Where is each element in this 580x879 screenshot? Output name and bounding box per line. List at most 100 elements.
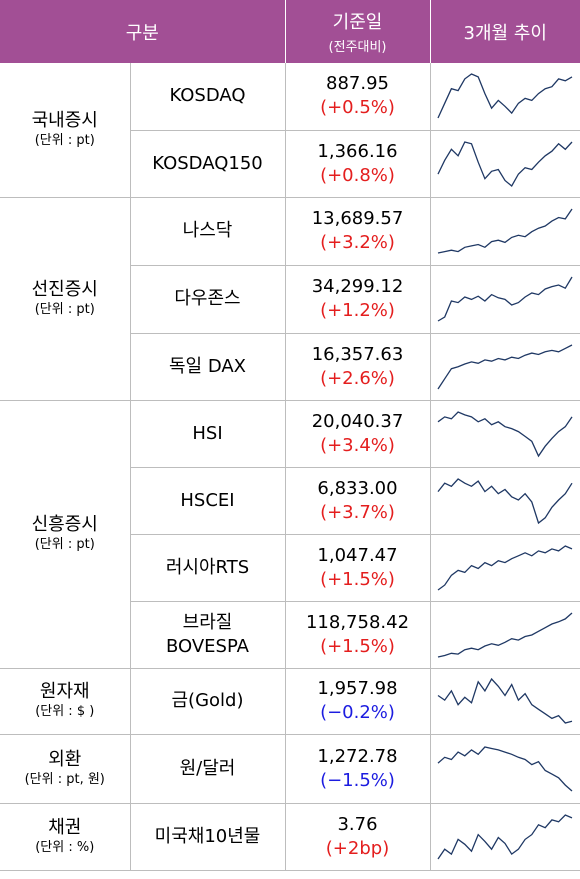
trend-line (437, 544, 573, 591)
index-name-cell: 금(Gold) (129, 668, 286, 735)
trend-sparkline (438, 208, 573, 254)
index-value: 1,957.98 (317, 678, 398, 699)
index-name-cell: HSI (129, 400, 286, 468)
header-base-date-label: 기준일 (332, 12, 383, 33)
header-base-date: 기준일 (전주대비) (285, 0, 431, 63)
trend-sparkline (438, 612, 573, 658)
value-cell: 34,299.12 (+1.2%) (285, 265, 431, 334)
trend-sparkline (437, 544, 573, 591)
trend-cell (430, 734, 580, 804)
index-value: 6,833.00 (317, 477, 398, 499)
index-name: 미국채10년물 (154, 825, 261, 847)
weekly-change: (−0.2%) (320, 702, 395, 723)
trend-cell (430, 63, 580, 131)
trend-line (437, 140, 573, 187)
value-cell: 1,366.16 (+0.8%) (285, 130, 431, 198)
trend-cell (430, 467, 580, 535)
table-row: 원자재 (단위 : $ ) 금(Gold) 1,957.98 (−0.2%) (0, 668, 580, 735)
weekly-change: (+2bp) (325, 837, 390, 859)
trend-sparkline (437, 73, 573, 119)
table-row: 러시아RTS 1,047.47 (+1.5%) (0, 534, 580, 602)
table-row: 다우존스 34,299.12 (+1.2%) (0, 265, 580, 334)
value-cell: 13,689.57 (+3.2%) (285, 197, 431, 266)
value-cell: 16,357.63 (+2.6%) (285, 333, 431, 401)
value-cell: 20,040.37 (+3.4%) (285, 400, 431, 468)
header-row: 구분 기준일 (전주대비) 3개월 추이 (0, 0, 580, 63)
trend-sparkline (437, 140, 573, 187)
index-name-cell: 다우존스 (129, 265, 286, 334)
index-name: HSCEI (180, 489, 235, 511)
trend-line (437, 276, 573, 322)
trend-cell (430, 265, 580, 334)
index-value: 20,040.37 (311, 410, 404, 432)
weekly-change: (+1.2%) (320, 300, 395, 321)
index-name-cell: 미국채10년물 (129, 803, 286, 871)
table-row: 국내증시 (단위 : pt) KOSDAQ 887.95 (+0.5%) (0, 63, 580, 198)
group-label-cell: 국내증시 (단위 : pt) (0, 63, 130, 198)
trend-cell (430, 803, 580, 871)
value-cell: 118,758.42 (+1.5%) (285, 601, 431, 669)
index-name-cell: KOSDAQ150 (129, 130, 286, 198)
weekly-change: (+3.4%) (320, 434, 395, 456)
index-value: 16,357.63 (311, 343, 404, 365)
index-name: 나스닥 (182, 220, 233, 241)
group-label-cell: 선진증시 (단위 : pt) (0, 197, 130, 401)
index-name: HSI (192, 422, 223, 444)
index-value: 3.76 (337, 813, 378, 835)
index-name-cell: 원/달러 (129, 734, 286, 804)
index-value: 1,047.47 (317, 544, 398, 566)
group-unit: (단위 : pt) (34, 301, 95, 317)
index-name: KOSDAQ (169, 85, 246, 107)
value-cell: 1,272.78 (−1.5%) (285, 734, 431, 804)
trend-line (437, 73, 573, 119)
trend-cell (430, 130, 580, 198)
table-row: 신흥증시 (단위 : pt) HSI 20,040.37 (+3.4%) (0, 400, 580, 669)
trend-sparkline (437, 343, 573, 389)
weekly-change: (−1.5%) (320, 769, 395, 791)
table-body: 국내증시 (단위 : pt) KOSDAQ 887.95 (+0.5%) KOSDAQ15… (0, 63, 580, 871)
trend-cell (430, 400, 580, 468)
weekly-change: (+1.5%) (320, 635, 395, 657)
trend-sparkline (437, 745, 573, 791)
trend-sparkline (437, 276, 573, 322)
index-value: 1,366.16 (317, 140, 398, 162)
trend-line (438, 208, 573, 254)
group-name: 채권 (48, 816, 82, 838)
group-name: 선진증시 (31, 278, 98, 300)
weekly-change: (+0.8%) (320, 164, 395, 186)
group-label-cell: 신흥증시 (단위 : pt) (0, 400, 130, 669)
weekly-change: (+3.7%) (320, 501, 395, 523)
header-trend: 3개월 추이 (430, 0, 580, 63)
table-row: 브라질 BOVESPA 118,758.42 (+1.5%) (0, 601, 580, 669)
value-cell: 1,957.98 (−0.2%) (285, 668, 431, 735)
table-row: 독일 DAX 16,357.63 (+2.6%) (0, 333, 580, 401)
value-cell: 6,833.00 (+3.7%) (285, 467, 431, 535)
index-name: 러시아RTS (165, 556, 250, 578)
trend-sparkline (437, 813, 573, 859)
group-unit: (단위 : pt, 원) (24, 771, 105, 787)
group-unit: (단위 : %) (35, 839, 95, 855)
trend-cell (430, 197, 580, 266)
index-name-cell: 독일 DAX (129, 333, 286, 401)
header-category: 구분 (0, 0, 286, 63)
value-cell: 887.95 (+0.5%) (285, 63, 431, 131)
group-label-cell: 외환 (단위 : pt, 원) (0, 734, 130, 804)
value-cell: 1,047.47 (+1.5%) (285, 534, 431, 602)
trend-cell (430, 534, 580, 602)
index-name: 다우존스 (174, 288, 241, 309)
trend-line (437, 813, 573, 859)
index-value: 1,272.78 (317, 745, 398, 767)
index-value: 118,758.42 (305, 611, 410, 633)
trend-line (437, 745, 573, 791)
table-row: 선진증시 (단위 : pt) 나스닥 13,689.57 (+3.2%) (0, 197, 580, 401)
index-name-cell: 나스닥 (129, 197, 286, 266)
index-name: KOSDAQ150 (152, 152, 263, 174)
group-name: 원자재 (39, 681, 90, 702)
index-name-cell: HSCEI (129, 467, 286, 535)
trend-cell (430, 668, 580, 735)
weekly-change: (+3.2%) (320, 232, 395, 253)
group-name: 외환 (48, 748, 82, 770)
trend-line (437, 343, 573, 389)
trend-line (437, 677, 573, 724)
